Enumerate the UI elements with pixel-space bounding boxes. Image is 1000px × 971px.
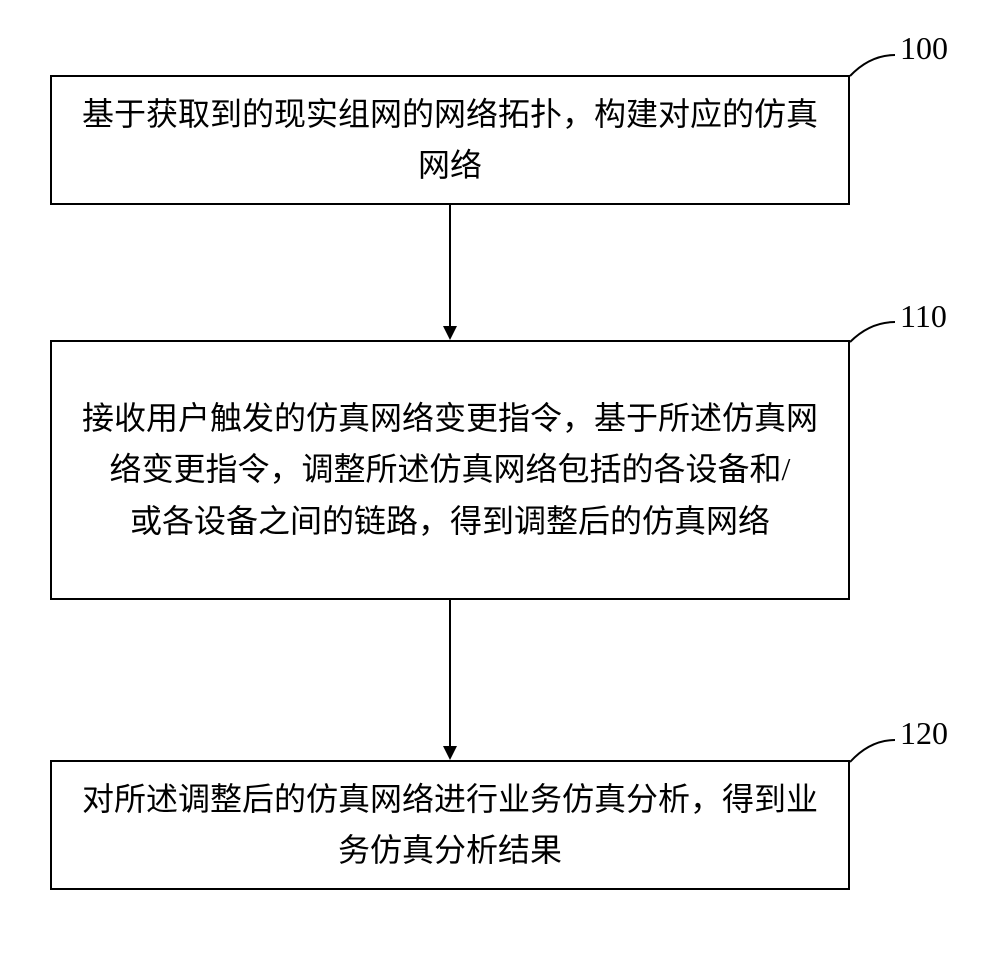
flow-label-110: 110 xyxy=(900,298,947,335)
arrow-2-head xyxy=(443,746,457,760)
leader-110-path xyxy=(850,322,895,342)
arrow-2-line xyxy=(449,600,451,746)
flow-box-120: 对所述调整后的仿真网络进行业务仿真分析，得到业务仿真分析结果 xyxy=(50,760,850,890)
leader-120-path xyxy=(850,740,895,762)
flowchart: 基于获取到的现实组网的网络拓扑，构建对应的仿真网络 100 接收用户触发的仿真网… xyxy=(0,0,1000,971)
flow-label-100: 100 xyxy=(900,30,948,67)
flow-box-100: 基于获取到的现实组网的网络拓扑，构建对应的仿真网络 xyxy=(50,75,850,205)
flow-box-110-text: 接收用户触发的仿真网络变更指令，基于所述仿真网络变更指令，调整所述仿真网络包括的… xyxy=(72,393,828,547)
leader-100-path xyxy=(850,55,895,76)
arrow-1-line xyxy=(449,205,451,326)
flow-box-100-text: 基于获取到的现实组网的网络拓扑，构建对应的仿真网络 xyxy=(72,89,828,191)
flow-box-110: 接收用户触发的仿真网络变更指令，基于所述仿真网络变更指令，调整所述仿真网络包括的… xyxy=(50,340,850,600)
flow-label-120: 120 xyxy=(900,715,948,752)
arrow-1-head xyxy=(443,326,457,340)
flow-box-120-text: 对所述调整后的仿真网络进行业务仿真分析，得到业务仿真分析结果 xyxy=(72,774,828,876)
